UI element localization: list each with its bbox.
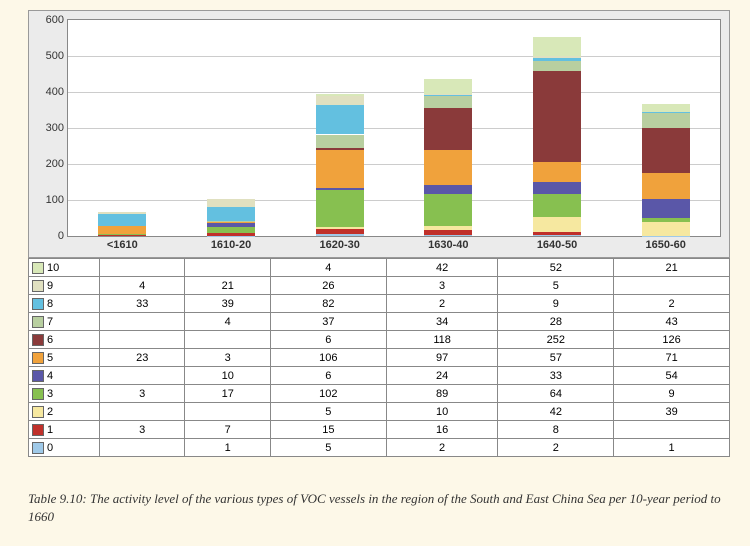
seg-5 xyxy=(98,226,146,234)
plot-area: 0100200300400500600<16101610-201620-3016… xyxy=(67,19,721,237)
y-tick: 400 xyxy=(46,86,64,98)
table-row: 94212635 xyxy=(29,277,730,295)
table-row: 015221 xyxy=(29,439,730,457)
seg-5 xyxy=(533,162,581,183)
gridline xyxy=(68,92,720,93)
table-row: 104425221 xyxy=(29,259,730,277)
table-row: 13715168 xyxy=(29,421,730,439)
gridline xyxy=(68,56,720,57)
bar-1610-20 xyxy=(207,20,255,236)
table-row: 8333982292 xyxy=(29,295,730,313)
bar-1650-60 xyxy=(642,20,690,236)
seg-10 xyxy=(642,104,690,112)
table-row: 331710289649 xyxy=(29,385,730,403)
seg-2 xyxy=(316,227,364,229)
bar-1620-30 xyxy=(316,20,364,236)
bar-1640-50 xyxy=(533,20,581,236)
seg-1 xyxy=(98,235,146,236)
seg-2 xyxy=(642,222,690,236)
gridline xyxy=(68,164,720,165)
y-tick: 600 xyxy=(46,14,64,26)
seg-4 xyxy=(207,223,255,227)
table-row: 66118252126 xyxy=(29,331,730,349)
gridline xyxy=(68,128,720,129)
seg-10 xyxy=(533,37,581,56)
y-tick: 100 xyxy=(46,194,64,206)
seg-8 xyxy=(207,207,255,221)
seg-7 xyxy=(316,135,364,148)
seg-1 xyxy=(316,229,364,234)
seg-9 xyxy=(424,94,472,95)
caption: Table 9.10: The activity level of the va… xyxy=(28,490,730,525)
y-tick: 0 xyxy=(58,230,64,242)
seg-5 xyxy=(316,150,364,188)
seg-5 xyxy=(642,173,690,199)
seg-2 xyxy=(424,226,472,230)
table-row: 7437342843 xyxy=(29,313,730,331)
seg-3 xyxy=(98,234,146,235)
bar-<1610 xyxy=(98,20,146,236)
x-tick: <1610 xyxy=(72,239,172,251)
y-tick: 500 xyxy=(46,50,64,62)
seg-9 xyxy=(316,96,364,105)
seg-3 xyxy=(316,190,364,227)
seg-9 xyxy=(98,212,146,213)
seg-9 xyxy=(207,199,255,207)
seg-6 xyxy=(533,71,581,162)
seg-4 xyxy=(316,188,364,190)
x-tick: 1630-40 xyxy=(398,239,498,251)
x-tick: 1640-50 xyxy=(507,239,607,251)
seg-4 xyxy=(424,185,472,194)
seg-7 xyxy=(642,113,690,128)
seg-3 xyxy=(642,218,690,221)
bar-1630-40 xyxy=(424,20,472,236)
table-row: 25104239 xyxy=(29,403,730,421)
seg-4 xyxy=(533,182,581,194)
x-tick: 1610-20 xyxy=(181,239,281,251)
data-table: 1044252219421263583339822927437342843661… xyxy=(28,258,730,457)
chart-background: 0 100 200 300 400 500 600 <1610 1610-20 1620-30 16… xyxy=(28,10,730,258)
seg-1 xyxy=(424,230,472,236)
seg-0 xyxy=(316,234,364,236)
seg-10 xyxy=(424,79,472,94)
gridline xyxy=(68,200,720,201)
seg-0 xyxy=(424,235,472,236)
seg-7 xyxy=(207,221,255,222)
seg-6 xyxy=(424,108,472,150)
seg-8 xyxy=(316,105,364,135)
y-tick: 200 xyxy=(46,158,64,170)
seg-9 xyxy=(533,56,581,58)
seg-6 xyxy=(642,128,690,173)
seg-8 xyxy=(642,112,690,113)
seg-10 xyxy=(316,94,364,95)
seg-7 xyxy=(424,96,472,108)
seg-4 xyxy=(642,199,690,218)
seg-1 xyxy=(533,232,581,235)
seg-5 xyxy=(207,222,255,223)
table-row: 5233106975771 xyxy=(29,349,730,367)
seg-3 xyxy=(533,194,581,217)
seg-0 xyxy=(533,235,581,236)
x-tick: 1620-30 xyxy=(290,239,390,251)
table-row: 4106243354 xyxy=(29,367,730,385)
seg-6 xyxy=(316,148,364,150)
x-tick: 1650-60 xyxy=(616,239,716,251)
seg-5 xyxy=(424,150,472,185)
seg-8 xyxy=(98,214,146,226)
y-tick: 300 xyxy=(46,122,64,134)
seg-1 xyxy=(207,233,255,236)
seg-2 xyxy=(533,217,581,232)
seg-8 xyxy=(424,95,472,96)
seg-3 xyxy=(424,194,472,226)
seg-7 xyxy=(533,61,581,71)
seg-8 xyxy=(533,58,581,61)
seg-3 xyxy=(207,227,255,233)
